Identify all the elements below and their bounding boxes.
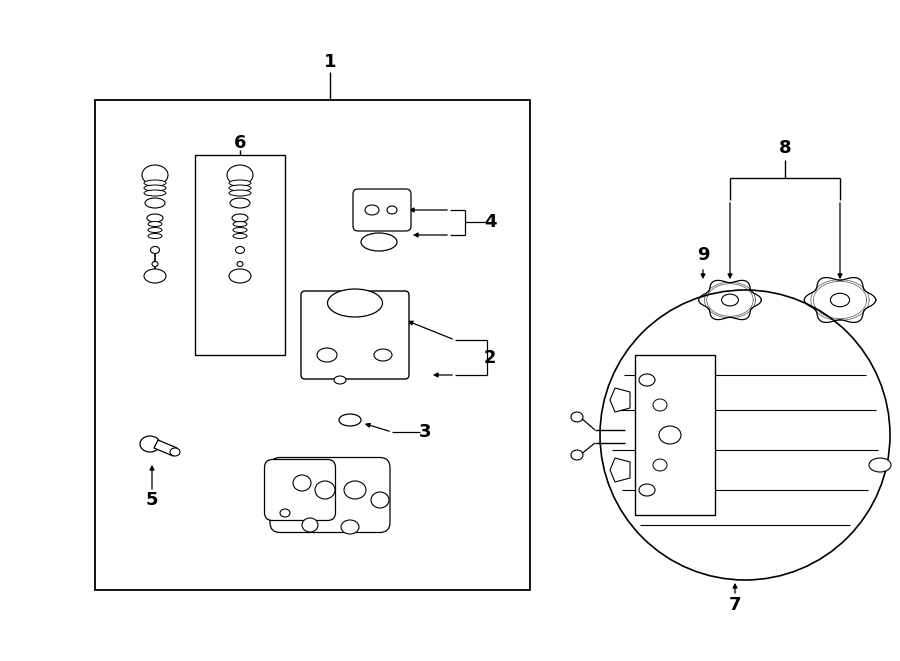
Polygon shape	[610, 458, 630, 482]
Ellipse shape	[831, 293, 850, 307]
Ellipse shape	[387, 206, 397, 214]
Ellipse shape	[639, 374, 655, 386]
Text: 8: 8	[778, 139, 791, 157]
Text: 2: 2	[484, 349, 496, 367]
Ellipse shape	[148, 233, 162, 239]
Ellipse shape	[227, 165, 253, 185]
FancyBboxPatch shape	[301, 291, 409, 379]
Text: 3: 3	[418, 423, 431, 441]
Ellipse shape	[315, 481, 335, 499]
Ellipse shape	[145, 198, 165, 208]
Ellipse shape	[233, 227, 247, 233]
Text: 5: 5	[146, 491, 158, 509]
Ellipse shape	[152, 262, 158, 266]
Text: 6: 6	[234, 134, 247, 152]
Ellipse shape	[229, 190, 251, 196]
Ellipse shape	[147, 214, 163, 222]
Ellipse shape	[280, 509, 290, 517]
Ellipse shape	[233, 221, 247, 227]
Ellipse shape	[869, 458, 891, 472]
Ellipse shape	[144, 180, 166, 186]
Ellipse shape	[334, 376, 346, 384]
Ellipse shape	[148, 227, 162, 233]
Ellipse shape	[341, 520, 359, 534]
Ellipse shape	[339, 414, 361, 426]
Ellipse shape	[293, 475, 311, 491]
Ellipse shape	[140, 436, 160, 452]
Text: 4: 4	[484, 213, 496, 231]
Ellipse shape	[659, 426, 681, 444]
Ellipse shape	[344, 481, 366, 499]
Ellipse shape	[639, 484, 655, 496]
Ellipse shape	[144, 185, 166, 191]
Ellipse shape	[229, 269, 251, 283]
Polygon shape	[610, 388, 630, 412]
Bar	[195, 155, 285, 355]
Ellipse shape	[361, 233, 397, 251]
Ellipse shape	[571, 412, 583, 422]
Ellipse shape	[237, 262, 243, 266]
Text: 7: 7	[729, 596, 742, 614]
Bar	[635, 355, 715, 515]
Ellipse shape	[229, 185, 251, 191]
Ellipse shape	[229, 180, 251, 186]
Ellipse shape	[365, 205, 379, 215]
Ellipse shape	[328, 289, 382, 317]
Ellipse shape	[653, 459, 667, 471]
Bar	[95, 100, 530, 590]
Ellipse shape	[374, 349, 392, 361]
Ellipse shape	[230, 198, 250, 208]
Ellipse shape	[371, 492, 389, 508]
Ellipse shape	[144, 269, 166, 283]
Ellipse shape	[232, 214, 248, 222]
Ellipse shape	[150, 247, 159, 254]
FancyBboxPatch shape	[353, 189, 411, 231]
FancyBboxPatch shape	[270, 457, 390, 533]
Ellipse shape	[233, 233, 247, 239]
Ellipse shape	[722, 294, 738, 306]
Text: 9: 9	[697, 246, 709, 264]
Ellipse shape	[236, 247, 245, 254]
Text: 1: 1	[324, 53, 337, 71]
Ellipse shape	[302, 518, 318, 532]
Ellipse shape	[317, 348, 337, 362]
Ellipse shape	[571, 450, 583, 460]
Polygon shape	[154, 440, 177, 456]
Ellipse shape	[148, 221, 162, 227]
Circle shape	[600, 290, 890, 580]
Ellipse shape	[142, 165, 168, 185]
Ellipse shape	[170, 448, 180, 456]
Ellipse shape	[144, 190, 166, 196]
FancyBboxPatch shape	[265, 459, 336, 520]
Ellipse shape	[653, 399, 667, 411]
